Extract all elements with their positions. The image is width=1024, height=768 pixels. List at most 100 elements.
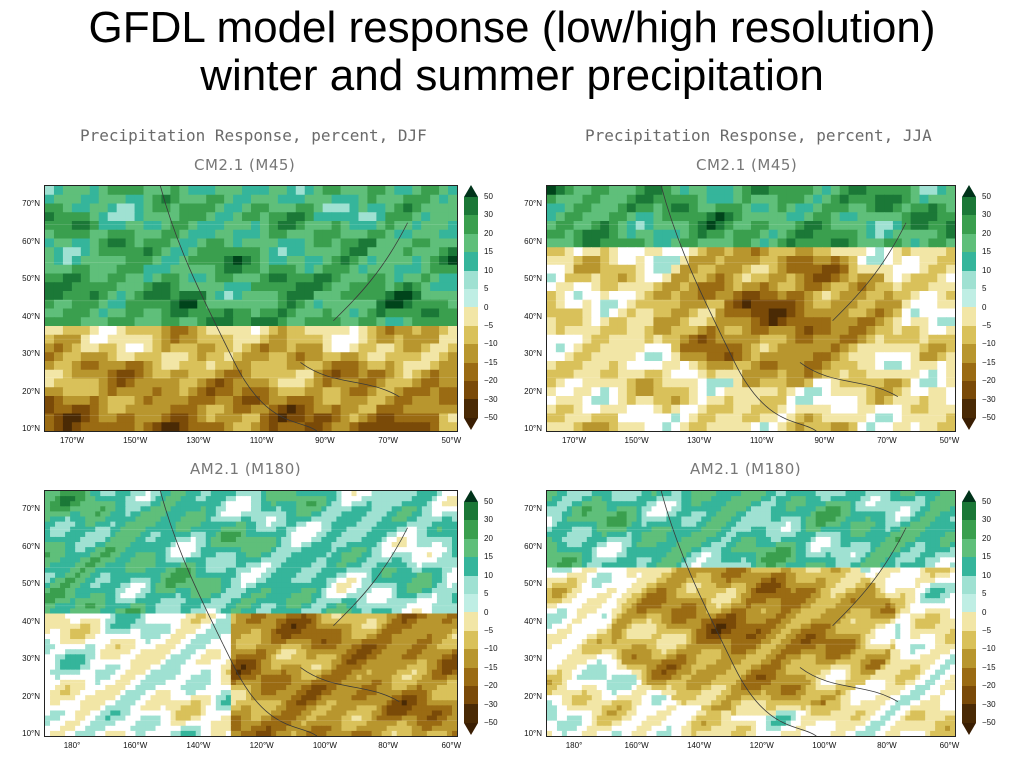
colorbar-bottom-arrow xyxy=(464,417,478,430)
colorbar-swatch xyxy=(962,325,976,345)
latitude-label: 50°N xyxy=(22,274,40,284)
panel-title: CM2.1 (M45) xyxy=(194,156,296,174)
colorbar-label: −30 xyxy=(982,394,996,404)
colorbar-label: 15 xyxy=(982,552,991,562)
colorbar-swatch xyxy=(464,197,478,216)
colorbar-label: 20 xyxy=(484,228,493,238)
longitude-label: 160°W xyxy=(624,741,649,750)
colorbar-label: −5 xyxy=(982,320,992,330)
left-column-header: Precipitation Response, percent, DJF xyxy=(80,126,427,145)
colorbar-label: 15 xyxy=(484,247,493,257)
latitude-label: 70°N xyxy=(22,199,40,208)
colorbar-label: 5 xyxy=(484,284,489,294)
colorbar-label: 5 xyxy=(982,284,987,294)
colorbar-label: −30 xyxy=(484,699,498,709)
longitude-label: 110°W xyxy=(749,436,774,445)
colorbar-label: 0 xyxy=(484,607,489,617)
colorbar-top-arrow xyxy=(464,185,478,197)
colorbar-label: 0 xyxy=(982,302,987,312)
latitude-label: 10°N xyxy=(524,424,542,434)
latitude-label: 40°N xyxy=(524,616,542,626)
latitude-label: 20°N xyxy=(524,691,542,701)
colorbar-swatch xyxy=(962,649,976,668)
longitude-label: 180° xyxy=(63,741,81,750)
colorbar-swatch xyxy=(962,381,976,400)
colorbar-label: −5 xyxy=(982,625,992,635)
longitude-label: 150°W xyxy=(624,436,649,445)
panel-title: AM2.1 (M180) xyxy=(690,460,802,478)
colorbar-label: −50 xyxy=(484,718,498,727)
latitude-label: 50°N xyxy=(524,579,542,589)
latitude-label: 10°N xyxy=(22,729,40,739)
latitude-label: 70°N xyxy=(524,504,542,513)
colorbar-swatch xyxy=(464,344,478,363)
colorbar-label: −10 xyxy=(982,644,996,654)
latitude-label: 30°N xyxy=(22,349,40,359)
longitude-label: 100°W xyxy=(812,741,837,750)
colorbar-label: 20 xyxy=(982,228,991,238)
colorbar-swatch xyxy=(464,686,478,705)
colorbar-swatch xyxy=(962,344,976,363)
colorbar-label: −15 xyxy=(982,357,996,367)
colorbar-label: −20 xyxy=(484,376,498,386)
colorbar-swatch xyxy=(464,325,478,345)
longitude-label: 120°W xyxy=(249,741,274,750)
colorbar-swatch xyxy=(464,270,478,290)
colorbar-label: −5 xyxy=(484,320,494,330)
coastline xyxy=(660,186,907,431)
longitude-label: 180° xyxy=(565,741,583,750)
colorbar-swatch xyxy=(464,289,478,308)
slide-title: GFDL model response (low/high resolution… xyxy=(0,4,1024,100)
precipitation-map xyxy=(44,185,458,432)
colorbar-swatch xyxy=(464,502,478,521)
colorbar xyxy=(962,185,976,430)
colorbar-swatch xyxy=(962,538,976,558)
colorbar-label: 50 xyxy=(484,192,493,201)
colorbar-swatch xyxy=(464,594,478,613)
precipitation-map xyxy=(546,490,956,737)
colorbar-label: −15 xyxy=(982,662,996,672)
colorbar-label: 30 xyxy=(982,210,991,220)
colorbar-label: 0 xyxy=(982,607,987,617)
longitude-label: 80°W xyxy=(378,741,398,750)
latitude-label: 10°N xyxy=(22,424,40,434)
latitude-label: 50°N xyxy=(524,274,542,284)
colorbar-label: 20 xyxy=(484,533,493,543)
colorbar-label: −15 xyxy=(484,357,498,367)
colorbar-label: −10 xyxy=(484,339,498,349)
colorbar xyxy=(962,490,976,735)
colorbar-bottom-arrow xyxy=(962,417,976,430)
colorbar-swatch xyxy=(962,252,976,271)
slide-title-line1: GFDL model response (low/high resolution… xyxy=(88,3,936,52)
longitude-label: 140°W xyxy=(687,741,712,750)
latitude-label: 70°N xyxy=(22,504,40,513)
longitude-label: 130°W xyxy=(687,436,712,445)
slide-title-line2: winter and summer precipitation xyxy=(200,51,824,100)
right-column-header: Precipitation Response, percent, JJA xyxy=(585,126,932,145)
colorbar-label: 30 xyxy=(982,515,991,525)
colorbar-swatch xyxy=(464,399,478,418)
colorbar-swatch xyxy=(464,252,478,271)
colorbar-swatch xyxy=(464,307,478,326)
longitude-label: 170°W xyxy=(561,436,587,445)
latitude-label: 20°N xyxy=(22,386,40,396)
colorbar-swatch xyxy=(464,667,478,687)
colorbar-swatch xyxy=(464,612,478,631)
colorbar-label: 10 xyxy=(484,570,493,580)
longitude-label: 70°W xyxy=(877,436,897,445)
colorbar-label: 30 xyxy=(484,210,493,220)
coastline xyxy=(660,491,907,736)
colorbar-label: 15 xyxy=(982,247,991,257)
colorbar-swatch xyxy=(464,362,478,382)
colorbar-label: −15 xyxy=(484,662,498,672)
colorbar-swatch xyxy=(962,399,976,418)
colorbar-top-arrow xyxy=(464,490,478,502)
latitude-label: 70°N xyxy=(524,199,542,208)
colorbar-label: −10 xyxy=(982,339,996,349)
coastline xyxy=(159,186,408,431)
longitude-label: 80°W xyxy=(877,741,897,750)
colorbar-bottom-arrow xyxy=(962,722,976,735)
latitude-label: 60°N xyxy=(524,236,542,246)
latitude-label: 40°N xyxy=(22,311,40,321)
longitude-label: 150°W xyxy=(123,436,148,445)
